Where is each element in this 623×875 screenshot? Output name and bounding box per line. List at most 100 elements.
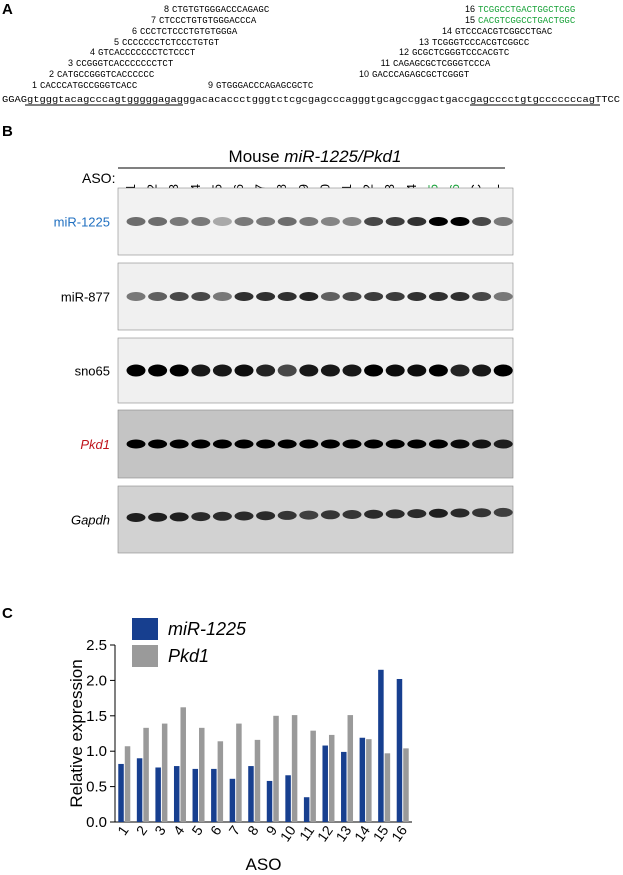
blot-band [234, 292, 254, 301]
oligo-sequence: CCCCCCCTCTCCCTGTGT [122, 38, 220, 48]
bar [248, 766, 254, 822]
bar [192, 768, 199, 822]
oligo-number: 1 [32, 80, 37, 90]
oligo-number: 10 [359, 69, 369, 79]
blot-band [299, 364, 319, 377]
blot-band [364, 217, 384, 226]
blot-band [256, 364, 276, 377]
panel-label: A [2, 1, 13, 18]
blot-band [320, 217, 340, 226]
bar [211, 768, 217, 822]
blot-band [342, 510, 362, 519]
oligo-number: 12 [399, 47, 409, 57]
blot-band [407, 509, 427, 519]
oligo-sequence: GTGGGACCCAGAGCGCTC [216, 81, 314, 91]
legend-swatch [132, 645, 158, 667]
blot-band [148, 364, 168, 377]
bar [273, 715, 279, 822]
blot-band [320, 364, 340, 377]
lane-label: - [490, 184, 505, 188]
legend-label: miR-1225 [168, 619, 247, 639]
bar [384, 753, 391, 822]
oligo-sequence: CAGAGCGCTCGGGTCCCA [393, 59, 491, 69]
blot-band [385, 292, 405, 301]
blot-band [191, 512, 211, 522]
blot-band [364, 509, 384, 519]
x-tick-label: 1 [114, 822, 132, 838]
blot-band [472, 292, 492, 301]
blot-band [342, 364, 362, 377]
blot-band [126, 364, 146, 377]
x-tick-label: 2 [133, 822, 151, 838]
oligo-sequence: GTCCCACGTCGGCCTGAC [455, 27, 553, 37]
blot-row-label: sno65 [75, 364, 110, 379]
blot-band [450, 364, 470, 377]
blot-band [493, 439, 513, 449]
legend-swatch [132, 618, 158, 640]
y-tick-label: 1.0 [86, 743, 107, 760]
bar [136, 758, 143, 822]
blot-band [277, 510, 297, 520]
lane-header: ASO: [82, 170, 115, 186]
blot-row-label: miR-877 [61, 290, 110, 305]
bar [303, 797, 310, 822]
blot-band [385, 509, 405, 519]
oligo-number: 9 [208, 80, 213, 90]
bar [173, 766, 180, 822]
oligo-sequence: GTCACCCCCCCTCTCCCT [98, 48, 196, 58]
lane-label: 7 [253, 184, 268, 191]
oligo-number: 6 [132, 26, 137, 36]
bar [396, 678, 403, 822]
blot-band [212, 364, 232, 377]
blot-band [148, 439, 168, 449]
y-tick-label: 1.5 [86, 708, 107, 725]
oligo-sequence: GCGCTCGGGTCCCACGTC [412, 48, 510, 58]
blot-band [428, 292, 448, 301]
blot-band [234, 217, 254, 226]
bar [310, 730, 316, 822]
x-tick-label: 11 [296, 822, 318, 843]
blot-band [428, 508, 448, 518]
blot-band [169, 439, 189, 449]
blot-band [320, 292, 340, 301]
oligo-number: 15 [465, 15, 475, 25]
oligo-number: 2 [49, 69, 54, 79]
blot-band [299, 217, 319, 226]
oligo-sequence: CTCCCTGTGTGGGACCCA [159, 16, 257, 26]
blot-band [256, 292, 276, 301]
blot-band [385, 217, 405, 226]
bar [236, 723, 242, 822]
oligo-sequence: TCGGCCTGACTGGCTCGG [478, 5, 575, 15]
x-tick-label: 8 [244, 822, 262, 838]
bar [359, 737, 366, 822]
title-text: Mouse [229, 147, 285, 166]
blot-band [256, 511, 276, 521]
oligo-sequence: CACCCATGCCGGGTCACC [40, 81, 138, 91]
blot-band [169, 364, 189, 377]
blot-band [493, 217, 513, 226]
blot-band [407, 439, 427, 449]
oligo-sequence: TCGGGTCCCACGTCGGCC [432, 38, 530, 48]
blot-band [450, 508, 470, 518]
blot-band [407, 292, 427, 301]
blot-band [234, 364, 254, 377]
blot-band [385, 439, 405, 449]
blot-band [126, 217, 146, 226]
blot-band [148, 217, 168, 226]
blot-band [385, 364, 405, 377]
blot-band [256, 439, 276, 449]
bar [124, 746, 131, 822]
blot-band [148, 292, 168, 301]
blot-band [364, 439, 384, 449]
lane-label: 8 [274, 184, 289, 191]
blot-band [212, 439, 232, 449]
bar [155, 767, 161, 822]
blot-band [234, 439, 254, 449]
blot-band [450, 217, 470, 226]
blot-band [299, 292, 319, 301]
bar [180, 707, 186, 822]
y-tick-label: 2.5 [86, 637, 107, 654]
lane-label: 1 [123, 184, 138, 191]
bar [143, 727, 149, 822]
